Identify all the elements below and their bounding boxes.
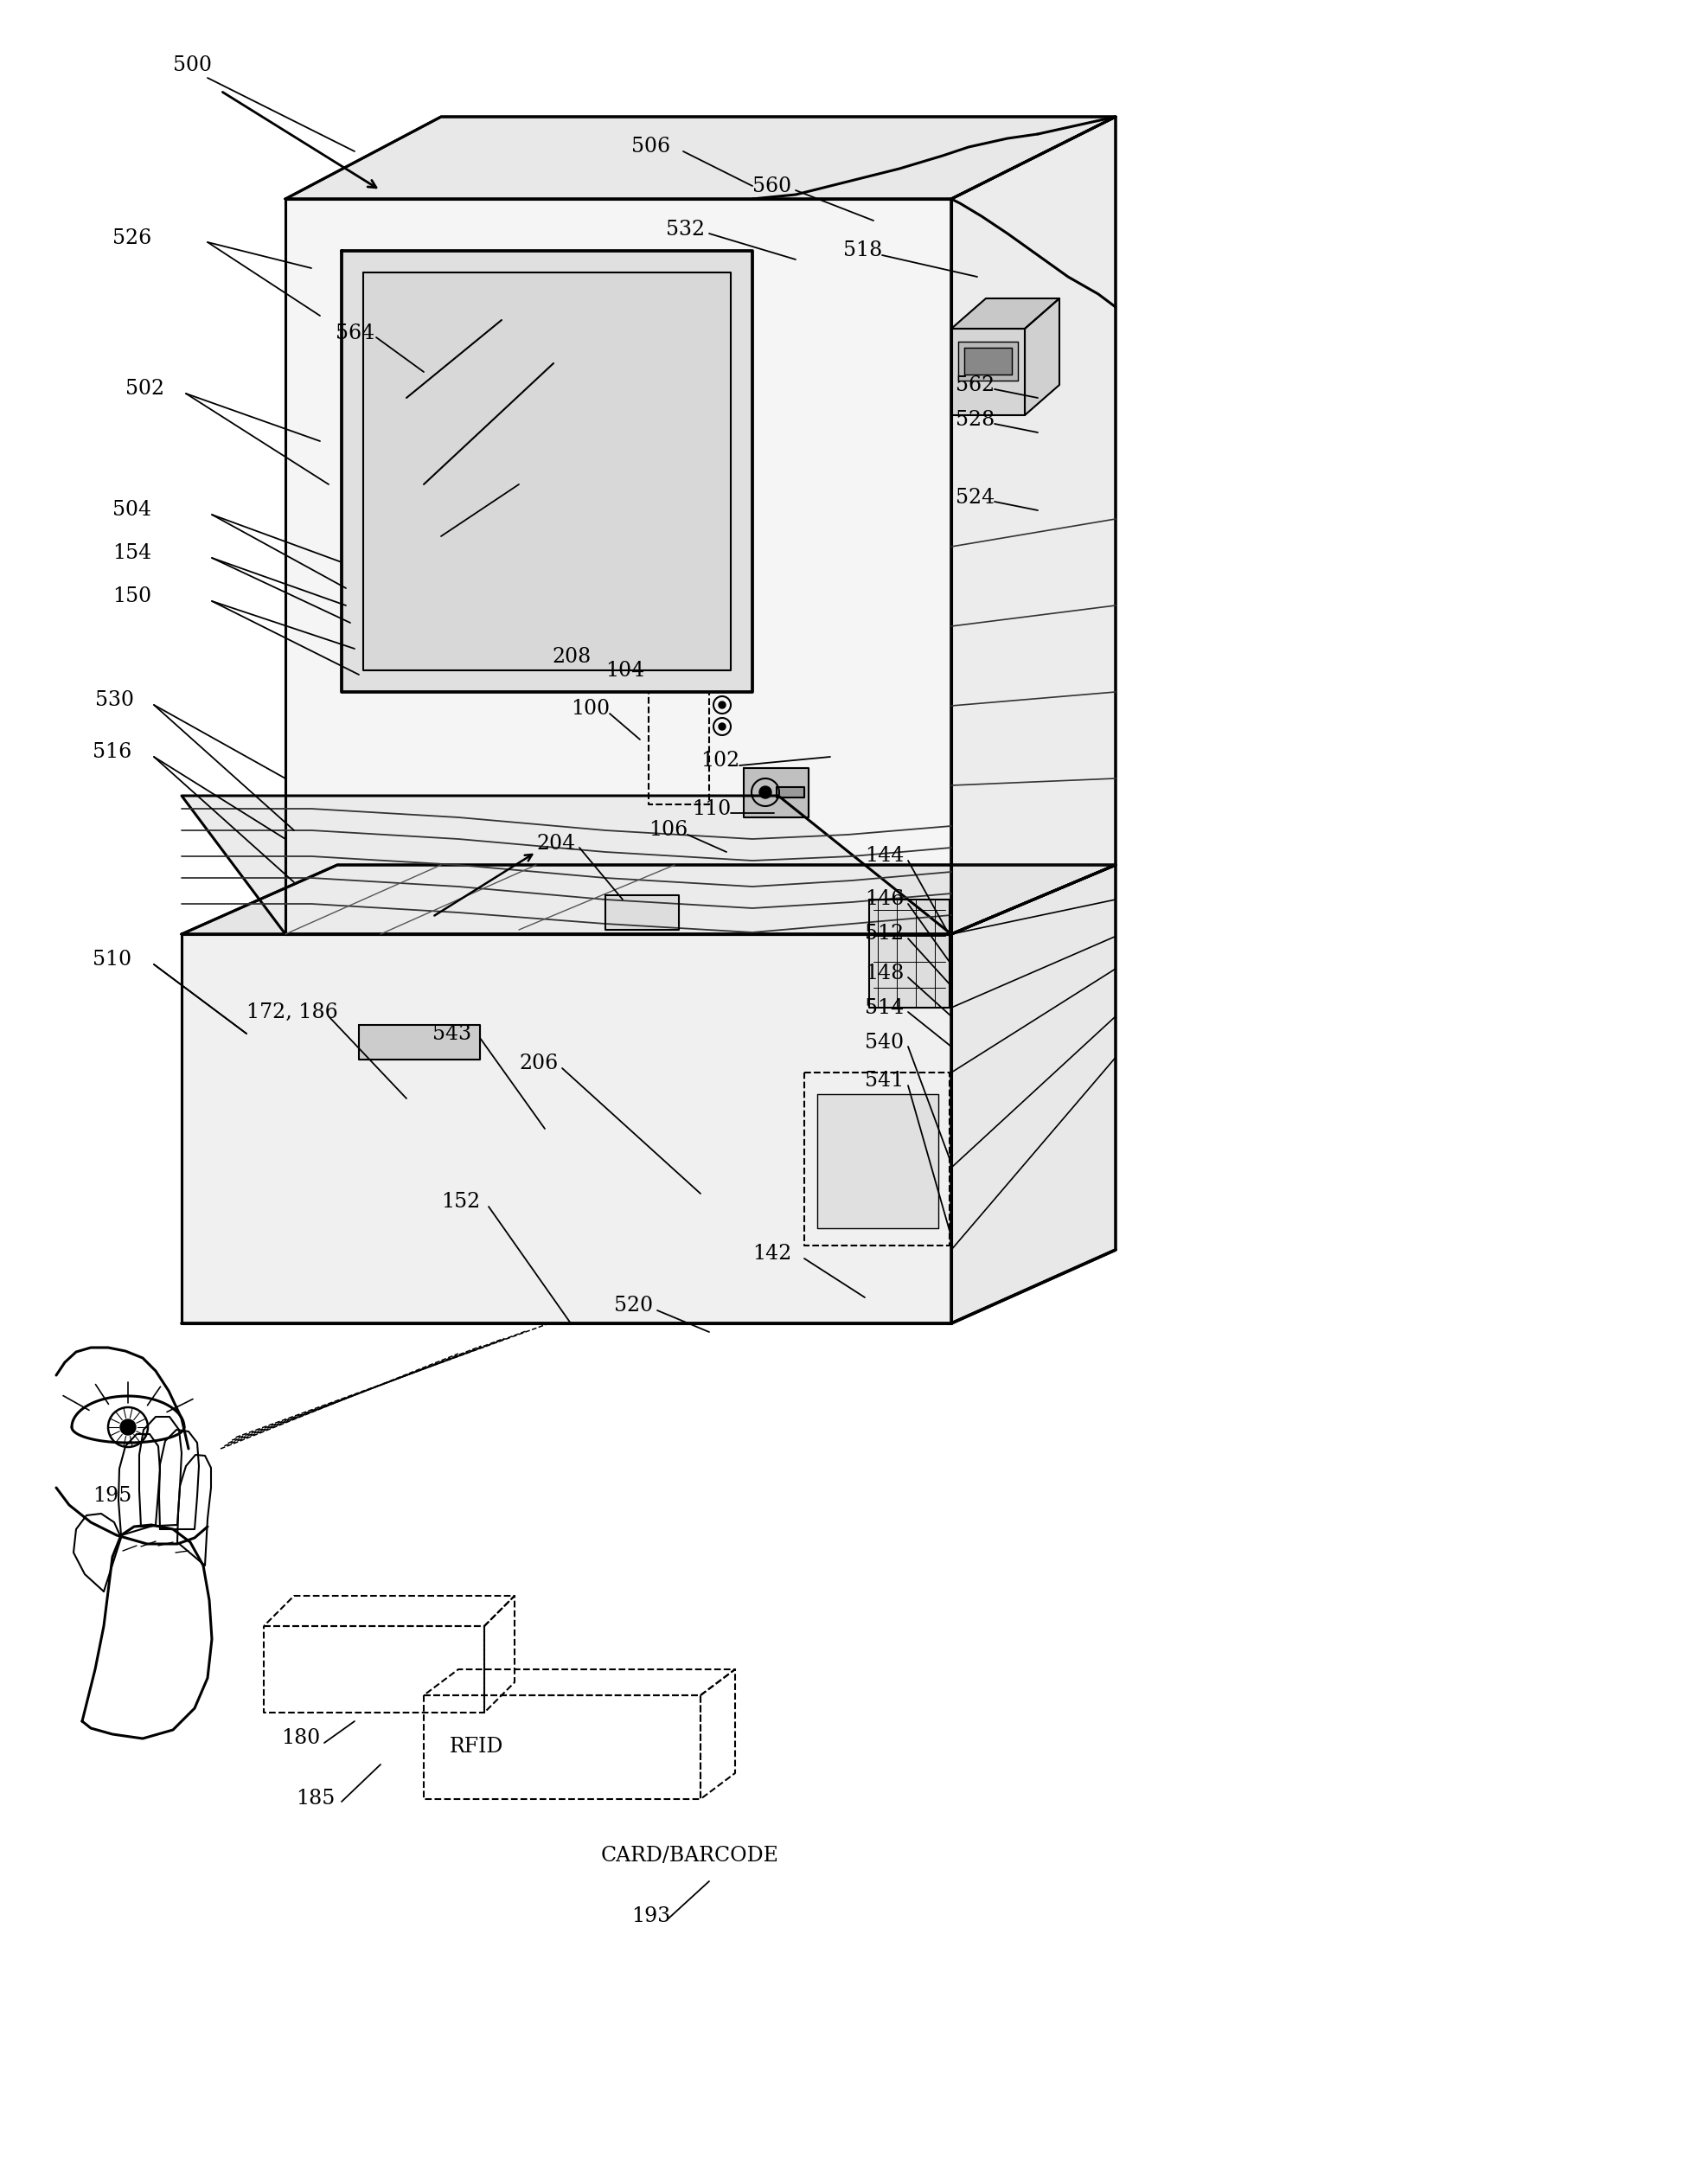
Polygon shape [181, 864, 1115, 934]
Text: 530: 530 [96, 690, 133, 710]
Text: 154: 154 [113, 543, 152, 564]
Polygon shape [951, 117, 1115, 934]
Circle shape [120, 1420, 135, 1435]
Text: 526: 526 [113, 228, 152, 247]
Text: 512: 512 [864, 925, 904, 944]
Circle shape [719, 723, 726, 729]
Text: 142: 142 [753, 1244, 791, 1264]
Polygon shape [605, 894, 678, 929]
Text: 500: 500 [173, 54, 212, 74]
Polygon shape [958, 341, 1018, 380]
Text: 516: 516 [92, 742, 132, 762]
Polygon shape [743, 769, 808, 816]
Polygon shape [364, 271, 731, 671]
Text: 504: 504 [113, 499, 152, 521]
Text: 172, 186: 172, 186 [246, 1003, 338, 1023]
Text: 110: 110 [692, 799, 731, 818]
Text: 540: 540 [864, 1031, 904, 1053]
Text: 152: 152 [441, 1192, 480, 1211]
Text: 193: 193 [632, 1906, 671, 1926]
Polygon shape [965, 347, 1011, 376]
Polygon shape [951, 297, 1059, 328]
Text: 520: 520 [613, 1296, 652, 1316]
Text: 543: 543 [432, 1025, 471, 1044]
Polygon shape [1025, 297, 1059, 415]
Text: 204: 204 [536, 834, 576, 853]
Text: 150: 150 [113, 586, 152, 606]
Polygon shape [285, 117, 1115, 200]
Polygon shape [181, 934, 951, 1324]
Circle shape [719, 701, 726, 708]
Polygon shape [951, 864, 1115, 1324]
Polygon shape [816, 1094, 938, 1229]
Text: 100: 100 [570, 699, 610, 719]
Polygon shape [342, 252, 753, 693]
Text: 562: 562 [955, 376, 994, 395]
Text: 524: 524 [955, 488, 994, 508]
Text: 208: 208 [552, 647, 591, 666]
Text: 106: 106 [649, 821, 688, 840]
Text: 532: 532 [666, 219, 705, 239]
Text: 102: 102 [700, 751, 740, 771]
Text: 528: 528 [955, 410, 994, 430]
Text: 195: 195 [92, 1487, 132, 1507]
Text: 148: 148 [864, 964, 904, 983]
Text: 564: 564 [335, 323, 374, 343]
Text: CARD/BARCODE: CARD/BARCODE [601, 1845, 779, 1865]
Text: 518: 518 [844, 241, 883, 261]
Text: 541: 541 [864, 1070, 904, 1092]
Polygon shape [181, 797, 951, 934]
Text: 560: 560 [753, 176, 791, 195]
Text: 180: 180 [282, 1728, 319, 1748]
Polygon shape [951, 328, 1025, 415]
Polygon shape [285, 200, 951, 934]
Polygon shape [359, 1025, 480, 1059]
Text: 146: 146 [864, 890, 904, 910]
Polygon shape [869, 899, 950, 1007]
Text: 506: 506 [632, 137, 670, 156]
Polygon shape [777, 788, 804, 797]
Text: 514: 514 [864, 999, 904, 1018]
Text: 502: 502 [125, 380, 164, 399]
Text: 206: 206 [519, 1053, 559, 1075]
Text: 185: 185 [295, 1789, 335, 1808]
Text: 104: 104 [605, 660, 644, 680]
Text: 510: 510 [92, 951, 132, 970]
Text: RFID: RFID [449, 1737, 504, 1756]
Circle shape [760, 786, 772, 799]
Text: 144: 144 [864, 847, 904, 866]
